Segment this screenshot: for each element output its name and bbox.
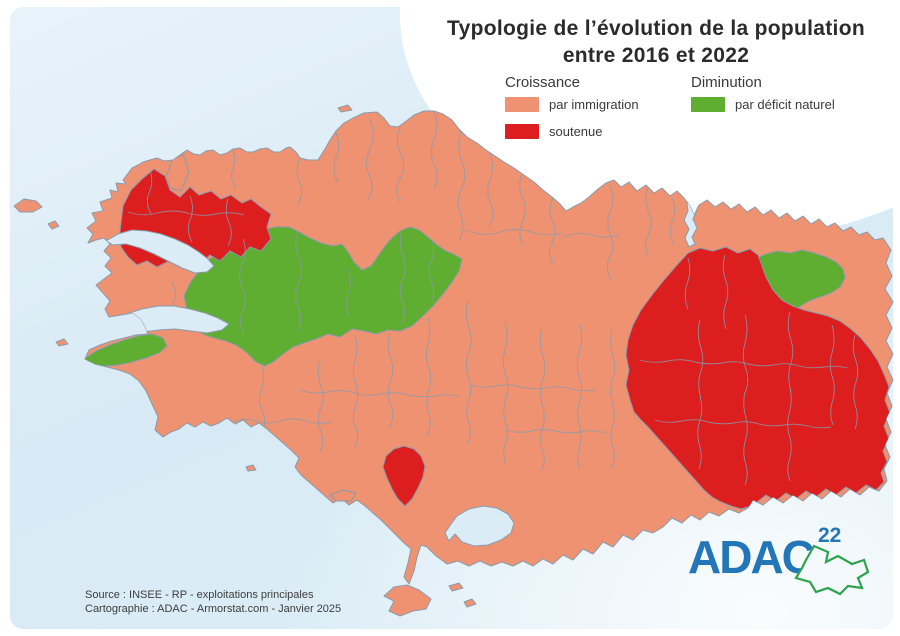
rade-de-brest-inlet [105, 229, 215, 274]
deficit-color-swatch [691, 97, 725, 112]
island-glenan [245, 464, 257, 472]
adac-logo-number: 22 [818, 524, 842, 547]
region-centre-ouest-bretagne [183, 226, 463, 367]
island-ouessant [13, 198, 43, 213]
legend-item-soutenue-label: soutenue [549, 124, 603, 139]
map-credits: Source : INSEE - RP - exploitations prin… [85, 589, 341, 616]
source-line: Source : INSEE - RP - exploitations prin… [85, 589, 314, 601]
legend-item-soutenue: soutenue [505, 124, 639, 139]
island-sein [55, 338, 69, 347]
epci-borders [127, 111, 859, 486]
title-line-2: entre 2016 et 2022 [562, 44, 750, 67]
island-molene [47, 220, 60, 230]
golfe-du-morbihan-inlet [444, 505, 515, 547]
island-belle-ile [383, 584, 432, 617]
legend-item-deficit-label: par déficit naturel [735, 97, 835, 112]
legend-croissance: Croissance par immigration soutenue [505, 74, 639, 139]
islands [13, 104, 477, 617]
title-line-1: Typologie de l’évolution de la populatio… [447, 17, 865, 40]
cartography-line: Cartographie : ADAC - Armorstat.com - Ja… [85, 602, 342, 615]
legend-croissance-header: Croissance [505, 74, 581, 91]
adac-logo: ADAC 22 [688, 524, 898, 616]
page-title: Typologie de l’évolution de la populatio… [420, 15, 892, 69]
adac-logo-text: ADAC [688, 531, 815, 583]
island-groix [329, 489, 357, 502]
legend-item-immigration: par immigration [505, 97, 639, 112]
island-hoedic [463, 598, 477, 608]
cotes-darmor-outline-icon [794, 544, 870, 596]
land-group [13, 104, 894, 617]
region-auray [382, 445, 426, 507]
soutenue-color-swatch [505, 124, 539, 139]
region-cap-sizun [85, 333, 168, 367]
island-batz [337, 104, 353, 113]
legend-diminution: Diminution par déficit naturel [691, 74, 835, 112]
immigration-color-swatch [505, 97, 539, 112]
legend-item-immigration-label: par immigration [549, 97, 639, 112]
legend-diminution-header: Diminution [691, 74, 762, 91]
island-houat [448, 582, 464, 592]
legend-item-deficit: par déficit naturel [691, 97, 835, 112]
